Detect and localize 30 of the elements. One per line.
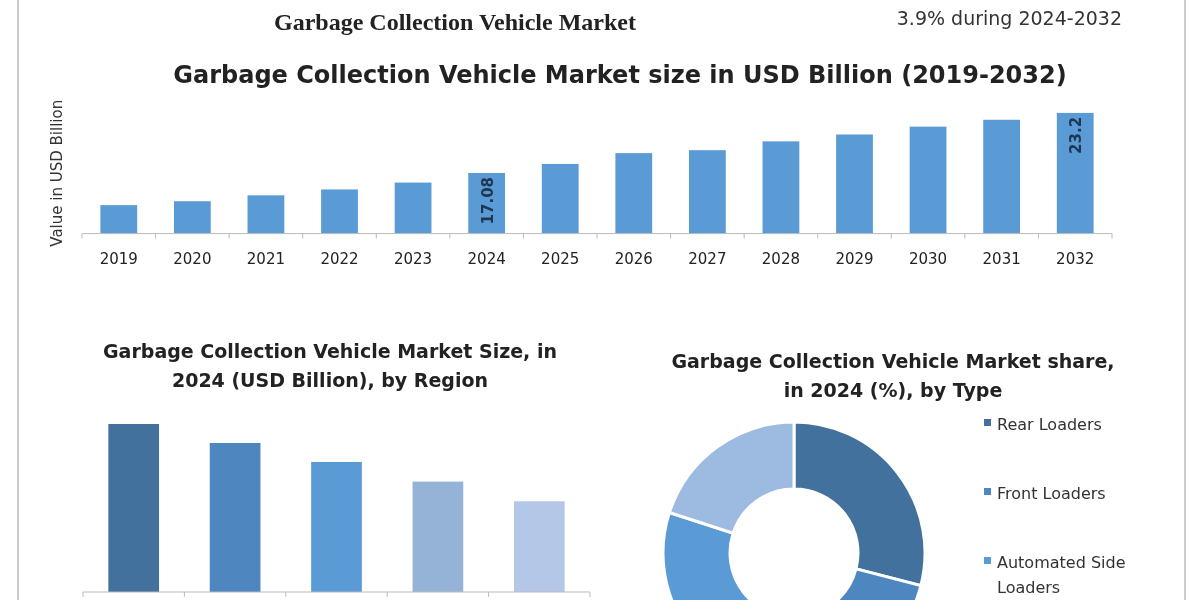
y-axis-title: Value in USD Billion bbox=[48, 99, 66, 247]
bar bbox=[513, 501, 565, 592]
chart-title: Garbage Collection Vehicle Market size in USD Billion (2019-2032) bbox=[173, 61, 1067, 89]
text: Garbage Collection Vehicle Market bbox=[274, 9, 636, 35]
x-tick-label: 2023 bbox=[393, 249, 433, 268]
x-tick-label: 2021 bbox=[246, 249, 286, 268]
x-tick-label: 2028 bbox=[761, 249, 801, 268]
x-tick-label: 2019 bbox=[99, 249, 138, 268]
bar bbox=[209, 442, 261, 592]
x-tick-label: 2022 bbox=[320, 249, 359, 268]
x-tick-label: 2032 bbox=[1056, 249, 1095, 268]
x-tick-label: 2024 bbox=[467, 249, 506, 268]
text: 3.9% during 2024-2032 bbox=[896, 7, 1122, 29]
x-tick-label: 2029 bbox=[835, 249, 874, 268]
chart-title: Garbage Collection Vehicle Market share, in 2024 (%), by Type bbox=[671, 350, 1115, 401]
x-tick-label: 2025 bbox=[541, 249, 580, 268]
legend-label: Automated Side Loaders bbox=[997, 553, 1126, 597]
x-tick-label: 2020 bbox=[173, 249, 212, 268]
x-tick-label: 2031 bbox=[982, 249, 1021, 268]
x-tick-label: 2026 bbox=[614, 249, 653, 268]
x-tick-label: 2030 bbox=[908, 249, 948, 268]
data-label: 17.08 bbox=[478, 176, 497, 225]
bar bbox=[412, 481, 464, 592]
chart-title: Garbage Collection Vehicle Market Size, in 2024 (USD Billion), by Region bbox=[103, 340, 557, 391]
legend-label: Rear Loaders bbox=[997, 415, 1102, 434]
x-tick-label: 2027 bbox=[688, 249, 727, 268]
data-label: 23.2 bbox=[1067, 116, 1086, 154]
bar bbox=[311, 461, 362, 592]
bar bbox=[108, 424, 160, 592]
legend-label: Front Loaders bbox=[997, 484, 1106, 503]
